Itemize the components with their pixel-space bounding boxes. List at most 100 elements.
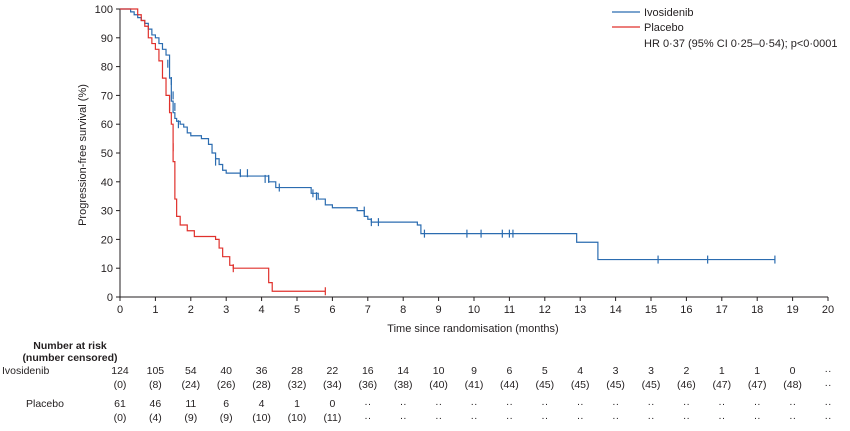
y-tick-label: 20 xyxy=(101,234,113,246)
risk-censored-placebo: ·· xyxy=(364,412,371,424)
risk-censored-ivosidenib: ·· xyxy=(825,379,832,391)
hazard-ratio-text: HR 0·37 (95% CI 0·25–0·54); p<0·0001 xyxy=(644,38,838,50)
risk-count-placebo: 0 xyxy=(329,398,335,410)
y-axis-title: Progression-free survival (%) xyxy=(77,84,89,226)
risk-censored-ivosidenib: (28) xyxy=(252,379,271,391)
legend-placebo-label: Placebo xyxy=(644,22,684,34)
legend-ivosidenib-label: Ivosidenib xyxy=(644,7,694,19)
y-tick-label: 100 xyxy=(95,4,113,16)
risk-censored-placebo: (4) xyxy=(149,412,162,424)
risk-row-label-placebo: Placebo xyxy=(26,398,64,410)
y-tick-label: 50 xyxy=(101,148,113,160)
risk-censored-ivosidenib: (46) xyxy=(677,379,696,391)
risk-count-ivosidenib: 1 xyxy=(754,365,760,377)
y-tick-label: 60 xyxy=(101,119,113,131)
risk-censored-ivosidenib: (45) xyxy=(606,379,625,391)
risk-count-ivosidenib: 22 xyxy=(327,365,339,377)
y-tick-label: 90 xyxy=(101,33,113,45)
x-tick-label: 18 xyxy=(751,304,763,316)
risk-censored-placebo: (11) xyxy=(323,412,341,424)
risk-censored-ivosidenib: (38) xyxy=(394,379,413,391)
risk-censored-ivosidenib: (44) xyxy=(500,379,519,391)
risk-count-ivosidenib: 1 xyxy=(719,365,725,377)
x-tick-label: 17 xyxy=(716,304,728,316)
risk-censored-placebo: (10) xyxy=(288,412,307,424)
risk-count-placebo: ·· xyxy=(577,398,584,410)
risk-censored-ivosidenib: (48) xyxy=(783,379,802,391)
x-axis-title: Time since randomisation (months) xyxy=(387,323,558,335)
risk-censored-placebo: ·· xyxy=(471,412,478,424)
risk-count-ivosidenib: ·· xyxy=(825,365,832,377)
risk-censored-placebo: ·· xyxy=(435,412,442,424)
risk-count-placebo: 11 xyxy=(185,398,196,410)
risk-count-placebo: ·· xyxy=(754,398,761,410)
risk-table: Number at risk (number censored) Ivoside… xyxy=(2,340,832,424)
risk-censored-ivosidenib: (45) xyxy=(535,379,554,391)
risk-censored-placebo: ·· xyxy=(825,412,832,424)
risk-censored-ivosidenib: (45) xyxy=(571,379,590,391)
risk-count-ivosidenib: 124 xyxy=(111,365,129,377)
risk-censored-placebo: (0) xyxy=(114,412,127,424)
risk-censored-ivosidenib: (0) xyxy=(114,379,127,391)
risk-censored-ivosidenib: (36) xyxy=(358,379,377,391)
risk-censored-ivosidenib: (24) xyxy=(181,379,200,391)
y-tick-label: 10 xyxy=(101,263,113,275)
risk-count-placebo: ·· xyxy=(400,398,407,410)
y-tick-label: 40 xyxy=(101,177,113,189)
risk-count-ivosidenib: 28 xyxy=(291,365,303,377)
risk-censored-ivosidenib: (8) xyxy=(149,379,162,391)
risk-censored-placebo: ·· xyxy=(577,412,584,424)
risk-count-ivosidenib: 3 xyxy=(648,365,654,377)
risk-count-ivosidenib: 105 xyxy=(147,365,165,377)
risk-censored-placebo: ·· xyxy=(718,412,725,424)
risk-censored-placebo: ·· xyxy=(541,412,548,424)
x-tick-label: 19 xyxy=(786,304,798,316)
risk-count-ivosidenib: 3 xyxy=(613,365,619,377)
risk-censored-placebo: ·· xyxy=(754,412,761,424)
risk-count-placebo: ·· xyxy=(612,398,619,410)
risk-row-label-ivosidenib: Ivosidenib xyxy=(2,365,49,377)
survival-curves xyxy=(120,8,776,296)
x-tick-label: 8 xyxy=(400,304,406,316)
y-tick-label: 30 xyxy=(101,206,113,218)
risk-censored-ivosidenib: (41) xyxy=(465,379,484,391)
risk-count-ivosidenib: 14 xyxy=(397,365,409,377)
x-tick-label: 1 xyxy=(152,304,158,316)
x-tick-label: 16 xyxy=(680,304,692,316)
risk-count-ivosidenib: 9 xyxy=(471,365,477,377)
risk-censored-ivosidenib: (26) xyxy=(217,379,236,391)
risk-count-placebo: 6 xyxy=(223,398,229,410)
x-tick-label: 7 xyxy=(365,304,371,316)
risk-censored-ivosidenib: (32) xyxy=(288,379,307,391)
risk-censored-ivosidenib: (45) xyxy=(642,379,661,391)
risk-censored-placebo: (10) xyxy=(252,412,271,424)
y-tick-label: 80 xyxy=(101,62,113,74)
risk-count-placebo: ·· xyxy=(789,398,796,410)
legend: Ivosidenib Placebo HR 0·37 (95% CI 0·25–… xyxy=(612,7,838,50)
risk-count-ivosidenib: 0 xyxy=(790,365,796,377)
risk-count-placebo: ·· xyxy=(435,398,442,410)
risk-count-placebo: 4 xyxy=(259,398,265,410)
x-tick-label: 4 xyxy=(259,304,265,316)
risk-count-ivosidenib: 16 xyxy=(362,365,374,377)
risk-count-ivosidenib: 4 xyxy=(577,365,583,377)
risk-censored-placebo: (9) xyxy=(184,412,197,424)
y-tick-label: 0 xyxy=(107,292,113,304)
risk-censored-placebo: ·· xyxy=(648,412,655,424)
x-tick-label: 14 xyxy=(609,304,621,316)
risk-count-placebo: 61 xyxy=(114,398,126,410)
x-tick-label: 20 xyxy=(822,304,834,316)
risk-count-ivosidenib: 40 xyxy=(220,365,232,377)
x-tick-label: 0 xyxy=(117,304,123,316)
risk-censored-placebo: ·· xyxy=(789,412,796,424)
risk-censored-ivosidenib: (34) xyxy=(323,379,342,391)
x-tick-label: 11 xyxy=(504,304,515,316)
risk-count-placebo: ·· xyxy=(683,398,690,410)
x-tick-label: 2 xyxy=(188,304,194,316)
risk-count-ivosidenib: 36 xyxy=(256,365,268,377)
risk-censored-placebo: ·· xyxy=(400,412,407,424)
risk-count-ivosidenib: 2 xyxy=(683,365,689,377)
x-tick-label: 13 xyxy=(574,304,586,316)
